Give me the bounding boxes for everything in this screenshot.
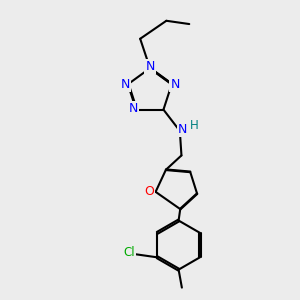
Text: N: N [145, 60, 155, 73]
Text: N: N [129, 101, 138, 115]
Text: N: N [178, 123, 187, 136]
Text: O: O [144, 185, 154, 198]
Text: Cl: Cl [124, 246, 135, 259]
Text: H: H [190, 118, 199, 131]
Text: N: N [170, 77, 180, 91]
Text: N: N [120, 77, 130, 91]
